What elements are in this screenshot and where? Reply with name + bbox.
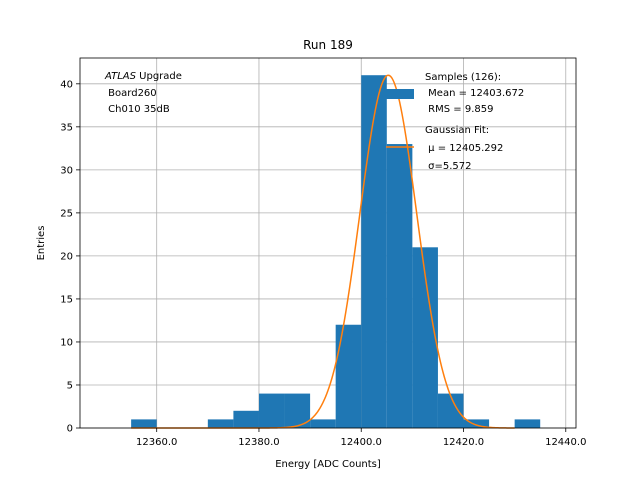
y-tick-label: 35 — [60, 122, 73, 133]
y-tick-label: 25 — [60, 208, 73, 219]
annotation-atlas: ATLAS — [104, 71, 137, 82]
x-tick-label: 12420.0 — [443, 437, 484, 448]
legend-fit-title: Gaussian Fit: — [425, 125, 489, 136]
x-tick-label: 12360.0 — [136, 437, 177, 448]
plot-frame — [79, 57, 577, 429]
annotation-upgrade: Upgrade — [136, 71, 182, 82]
histogram-bar — [335, 324, 362, 428]
y-axis-label: Entries — [36, 226, 47, 261]
y-tick-label: 20 — [60, 251, 73, 262]
x-axis-ticks: 12360.0 12380.0 12400.0 12420.0 12440.0 — [136, 428, 586, 448]
histogram-bar — [310, 419, 336, 428]
histogram-bar — [386, 144, 413, 428]
x-tick-label: 12440.0 — [545, 437, 586, 448]
chart-title: Run 189 — [303, 38, 353, 52]
legend-histogram-swatch — [386, 89, 414, 99]
histogram-bar — [131, 419, 157, 428]
run-annotation: ATLAS Upgrade Board260 Ch010 35dB — [104, 71, 182, 115]
annotation-channel: Ch010 35dB — [105, 104, 170, 115]
annotation-board: Board260 — [105, 88, 157, 99]
y-tick-label: 40 — [60, 79, 73, 90]
annotation-line-1: ATLAS Upgrade — [104, 71, 182, 82]
histogram-bar — [361, 75, 387, 429]
histogram-bar — [514, 419, 541, 428]
y-tick-label: 5 — [67, 380, 73, 391]
legend-rms-label: RMS = 9.859 — [425, 104, 493, 115]
histogram-bar — [207, 419, 234, 428]
x-axis-label: Energy [ADC Counts] — [275, 459, 381, 470]
y-axis-ticks: 0 5 10 15 20 25 30 35 40 — [60, 79, 80, 435]
legend-samples-label: Samples (126): — [425, 72, 501, 83]
y-tick-label: 10 — [60, 337, 73, 348]
y-tick-label: 30 — [60, 165, 73, 176]
legend: Samples (126): Mean = 12403.672 RMS = 9.… — [386, 72, 524, 172]
legend-mu-label: μ = 12405.292 — [425, 143, 503, 154]
histogram-bar — [437, 393, 464, 428]
histogram-bar — [258, 393, 285, 428]
histogram-bar — [463, 419, 490, 428]
histogram-bar — [233, 410, 259, 428]
x-tick-label: 12380.0 — [238, 437, 279, 448]
legend-mean-label: Mean = 12403.672 — [425, 88, 524, 99]
x-tick-label: 12400.0 — [341, 437, 382, 448]
y-tick-label: 15 — [60, 294, 73, 305]
legend-sigma-label: σ=5.572 — [425, 161, 472, 172]
y-tick-label: 0 — [67, 424, 73, 435]
